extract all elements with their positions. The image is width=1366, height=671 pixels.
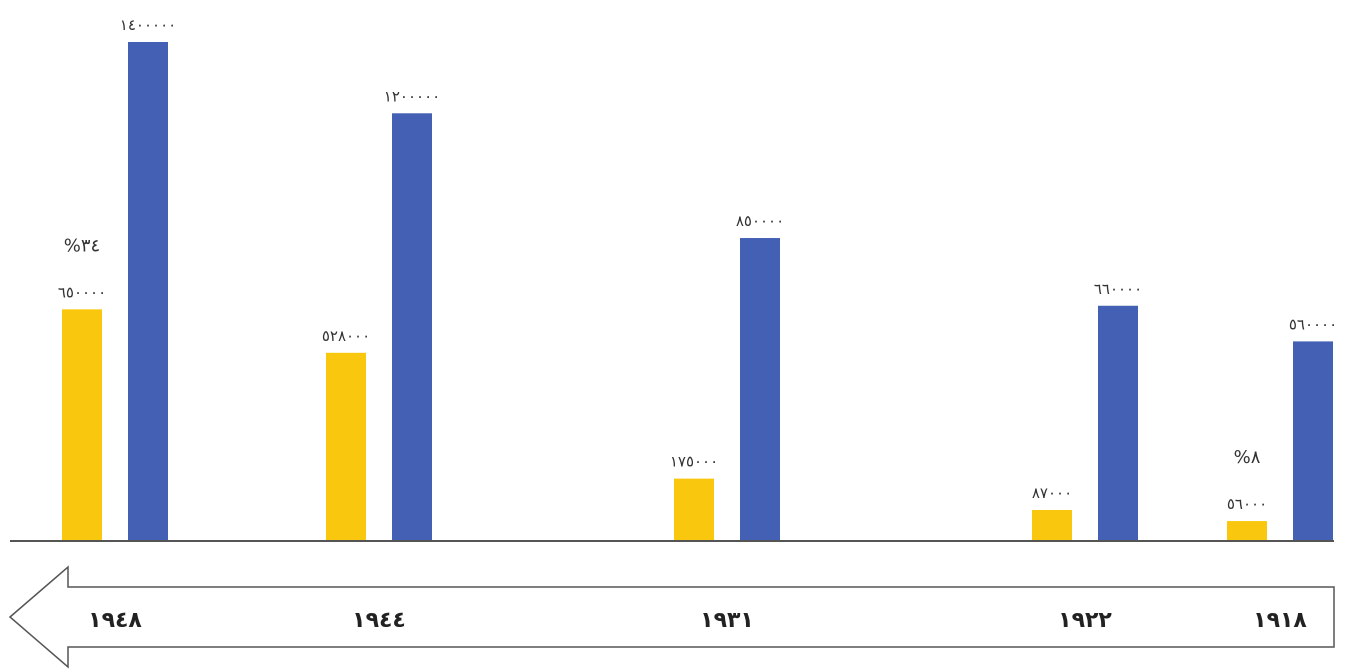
year-tick-label-2: ١٩٣١ [700, 608, 754, 633]
bar-yellow-3 [326, 352, 366, 541]
bars-layer [62, 42, 1333, 542]
timeline-arrow-left [8, 565, 1335, 669]
data-label-blue-1: ٦٦٠٠٠٠ [1094, 280, 1142, 298]
year-tick-label-3: ١٩٤٤ [352, 608, 406, 633]
data-label-yellow-2: ١٧٥٠٠٠ [670, 453, 718, 471]
bar-yellow-0 [1227, 521, 1267, 541]
data-label-yellow-4: ٦٥٠٠٠٠ [58, 283, 106, 301]
bar-blue-0 [1293, 341, 1333, 541]
bar-blue-3 [392, 113, 432, 542]
data-label-blue-3: ١٢٠٠٠٠٠ [384, 87, 440, 105]
data-label-blue-2: ٨٥٠٠٠٠ [736, 212, 784, 230]
percent-annotation-0: %٨ [1234, 447, 1261, 468]
bar-yellow-2 [674, 478, 714, 541]
labels-layer: ٥٦٠٠٠ %٨ ٥٦٠٠٠٠ ١٩١٨ ٨٧٠٠٠ ٦٦٠٠٠٠ ١٩٢٢ ١٧٥٠٠٠ ٨٥… [58, 16, 1337, 633]
percent-annotation-1: %٣٤ [64, 235, 100, 256]
bar-blue-1 [1098, 305, 1138, 541]
bar-blue-4 [128, 42, 168, 541]
year-tick-label-4: ١٩٤٨ [88, 608, 142, 633]
bar-yellow-4 [62, 309, 102, 541]
bar-blue-2 [740, 238, 780, 542]
year-tick-label-1: ١٩٢٢ [1058, 608, 1112, 633]
data-label-yellow-1: ٨٧٠٠٠ [1032, 484, 1072, 502]
data-label-yellow-3: ٥٢٨٠٠٠ [322, 327, 370, 345]
data-label-yellow-0: ٥٦٠٠٠ [1227, 495, 1267, 513]
data-label-blue-0: ٥٦٠٠٠٠ [1289, 315, 1337, 333]
year-tick-label-0: ١٩١٨ [1253, 608, 1307, 633]
bar-yellow-1 [1032, 509, 1072, 541]
data-label-blue-4: ١٤٠٠٠٠٠ [120, 16, 176, 34]
